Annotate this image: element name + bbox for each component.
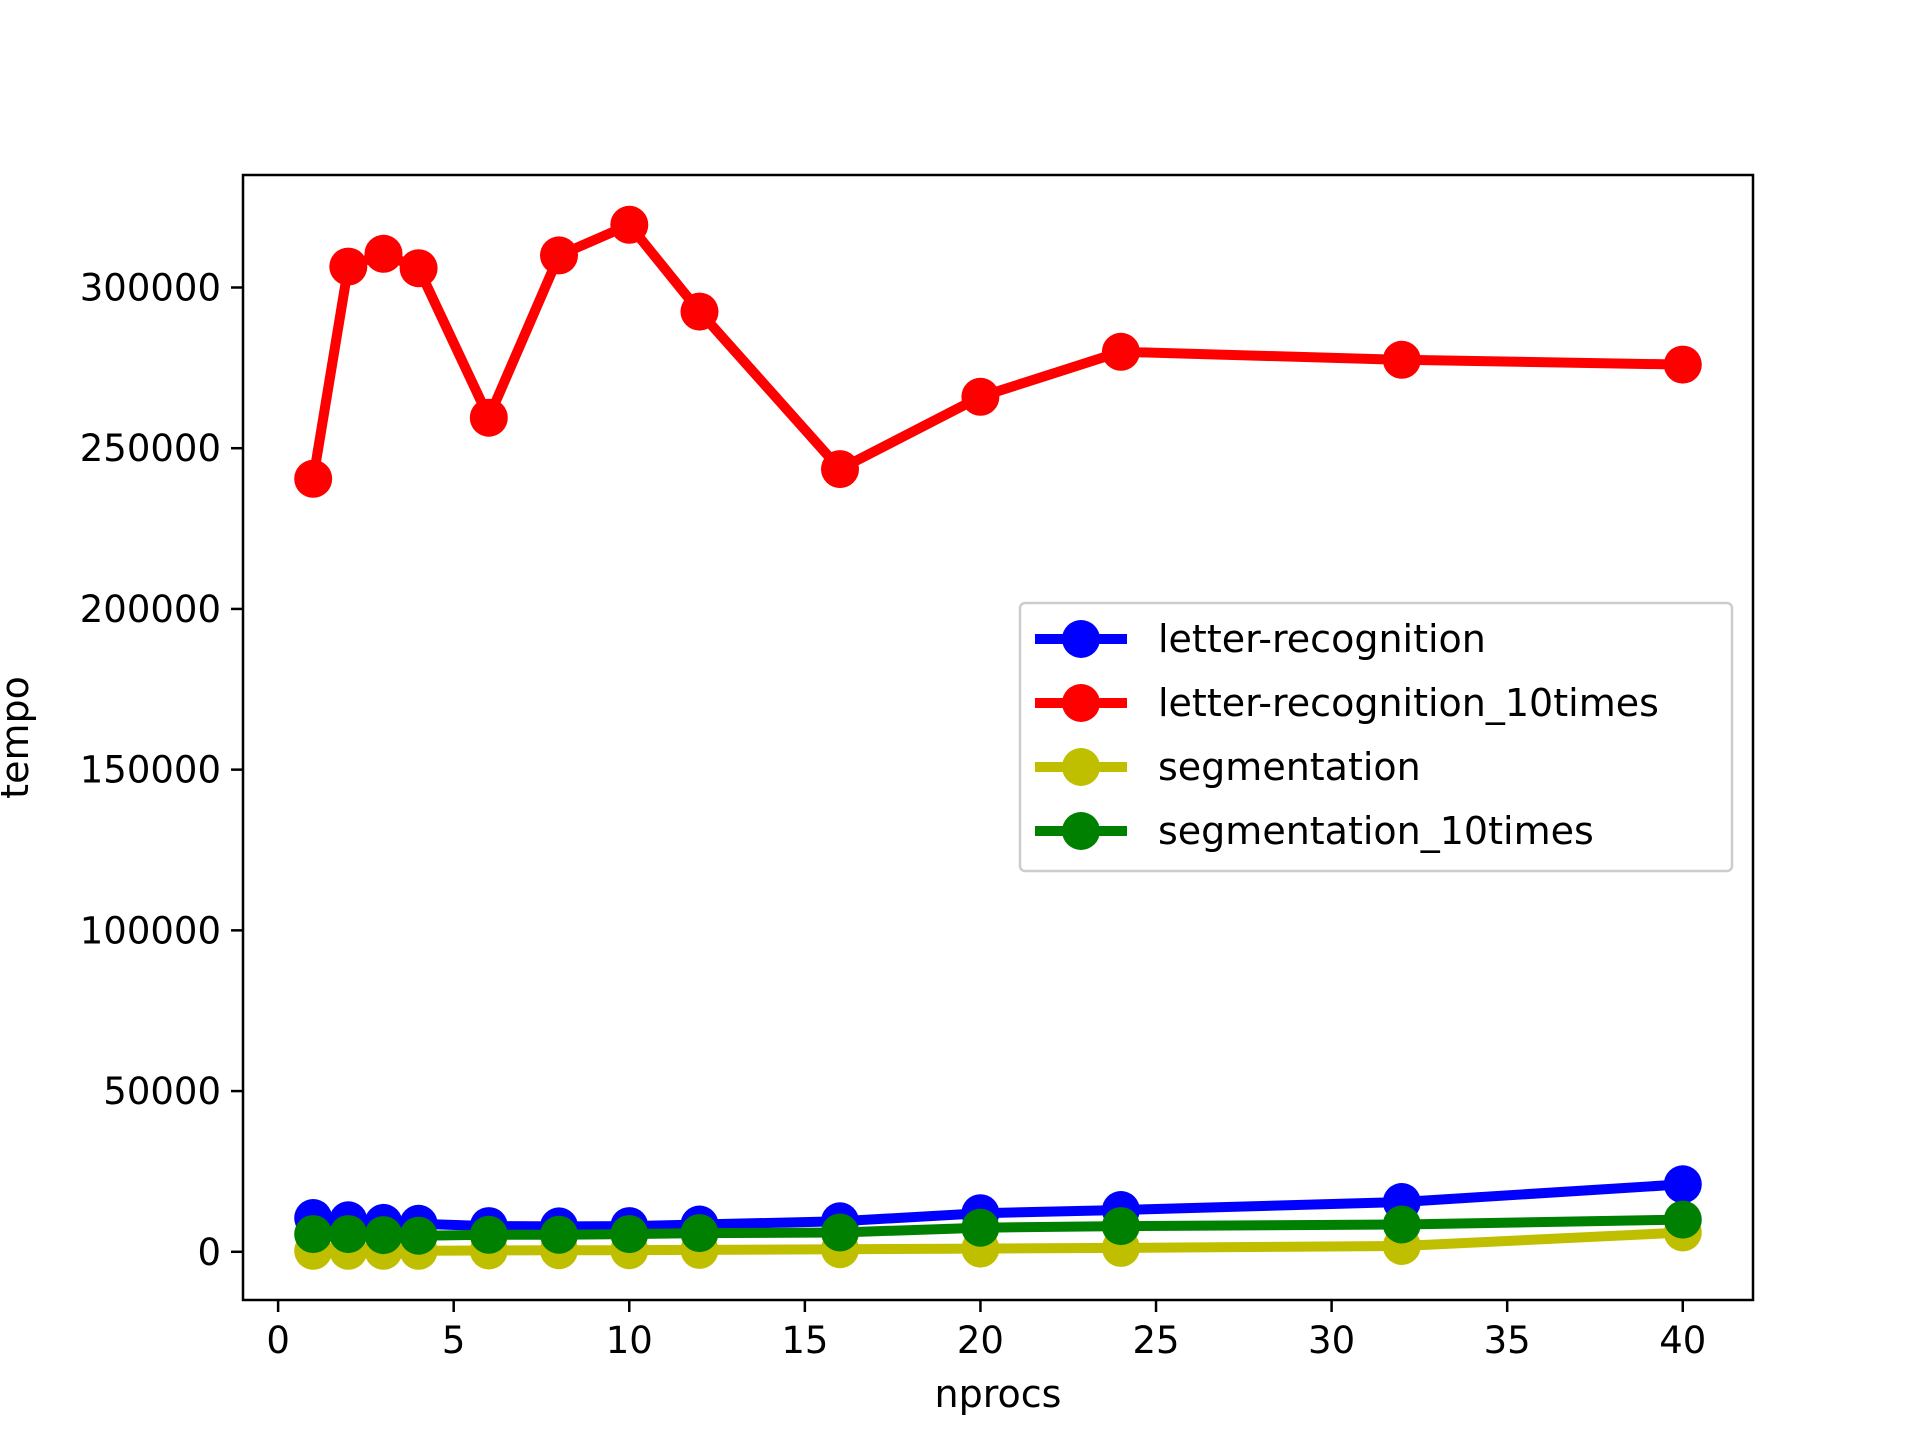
legend-label: segmentation_10times [1158, 809, 1594, 853]
y-axis: 0 50000 100000 150000 200000 250000 300000 [80, 267, 243, 1274]
legend-item: segmentation_10times [1035, 809, 1594, 853]
legend-item: letter-recognition_10times [1035, 681, 1659, 725]
x-tick-label: 35 [1484, 1319, 1531, 1362]
data-point [294, 459, 333, 498]
series-layer [294, 205, 1702, 1270]
legend-label: letter-recognition [1158, 617, 1486, 661]
data-point [680, 1214, 719, 1253]
data-point [1101, 1207, 1140, 1246]
data-point [821, 450, 859, 489]
series-segmentation_10times [294, 1200, 1702, 1255]
data-point [469, 1215, 508, 1254]
y-tick-label: 200000 [80, 588, 221, 631]
plot-frame [241, 173, 1755, 1302]
data-point [1382, 1205, 1421, 1244]
data-point [329, 247, 368, 286]
y-tick-label: 0 [197, 1231, 221, 1274]
y-tick-label: 250000 [80, 427, 221, 470]
x-tick-label: 0 [266, 1319, 290, 1362]
data-point [364, 234, 403, 273]
x-tick-label: 30 [1308, 1319, 1355, 1362]
y-axis-label: tempo [0, 676, 37, 799]
series-line [308, 219, 1683, 480]
series-letter-recognition_10times [294, 205, 1702, 498]
legend-swatch-marker [1062, 620, 1100, 658]
data-point [364, 1216, 403, 1255]
x-axis-label: nprocs [935, 1372, 1062, 1416]
x-axis: 0 5 10 15 20 25 30 35 40 [266, 1300, 1706, 1362]
data-point [329, 1215, 368, 1254]
data-point [680, 292, 719, 331]
data-point [1663, 345, 1702, 384]
legend-label: letter-recognition_10times [1158, 681, 1659, 725]
x-tick-label: 5 [442, 1319, 466, 1362]
data-point [540, 236, 578, 275]
data-point [1663, 1200, 1702, 1239]
data-point [399, 249, 438, 288]
y-tick-label: 50000 [103, 1070, 221, 1113]
legend-box [1018, 601, 1734, 873]
data-point [540, 1215, 578, 1254]
data-point [1382, 340, 1421, 379]
data-point [610, 205, 649, 244]
y-tick-label: 300000 [80, 267, 221, 310]
x-tick-label: 25 [1132, 1319, 1179, 1362]
data-point [294, 1215, 333, 1254]
x-tick-label: 10 [606, 1319, 653, 1362]
data-point [610, 1215, 649, 1254]
legend-swatch-marker [1062, 748, 1100, 786]
data-point [1101, 332, 1140, 371]
y-tick-label: 100000 [80, 909, 221, 952]
legend-item: segmentation [1035, 745, 1421, 789]
data-point [961, 377, 1000, 416]
y-tick-label: 150000 [80, 749, 221, 792]
x-tick-label: 15 [781, 1319, 828, 1362]
legend-label: segmentation [1158, 745, 1421, 789]
data-point [961, 1208, 1000, 1247]
legend-swatch-marker [1062, 812, 1100, 850]
legend: letter-recognition letter-recognition_10t… [1018, 601, 1734, 873]
data-point [469, 398, 508, 437]
x-tick-label: 20 [957, 1319, 1004, 1362]
data-point [821, 1213, 859, 1252]
x-tick-label: 40 [1659, 1319, 1706, 1362]
data-point [1663, 1165, 1702, 1204]
data-point [399, 1216, 438, 1255]
legend-swatch-marker [1062, 684, 1100, 722]
legend-item: letter-recognition [1035, 617, 1486, 661]
